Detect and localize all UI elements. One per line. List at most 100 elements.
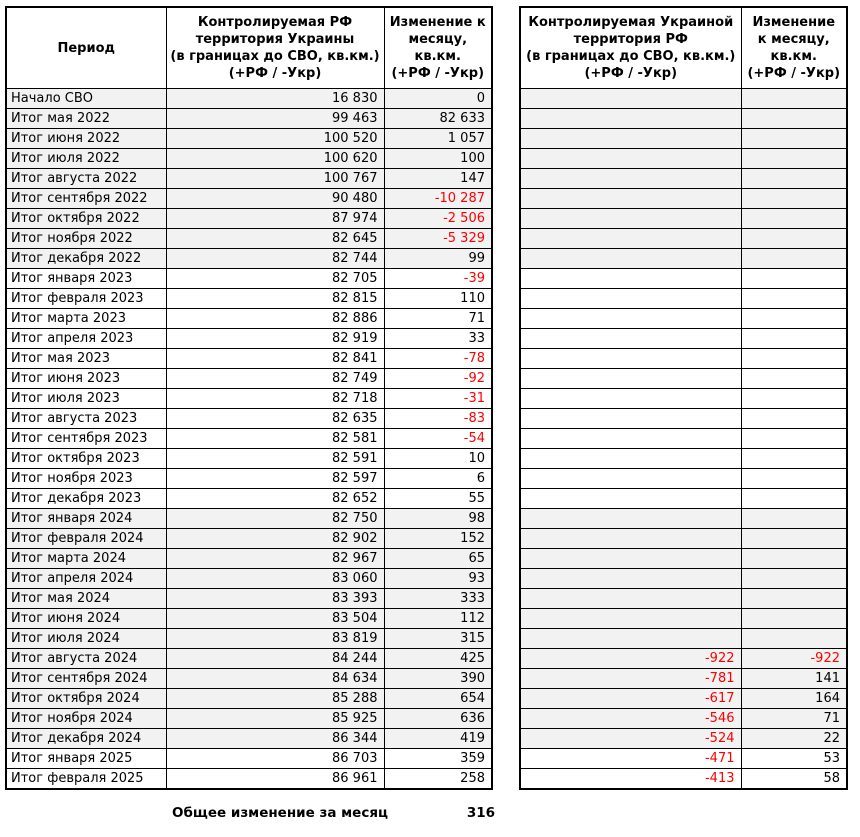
table-row: Итог декабря 2022 82 744 99 [5, 248, 493, 269]
table-row: Итог мая 2022 99 463 82 633 [5, 108, 493, 129]
period-cell: Итог июня 2024 [5, 608, 167, 629]
ua-change-cell [740, 308, 848, 329]
ua-area-cell [519, 528, 742, 549]
ua-area-cell: -524 [519, 728, 742, 749]
rf-area-cell: 86 344 [165, 728, 385, 749]
table-row: Итог февраля 2025 86 961 258 [5, 768, 493, 790]
table-row [519, 128, 848, 149]
rf-change-cell: 359 [383, 748, 493, 769]
period-cell: Итог июня 2023 [5, 368, 167, 389]
rf-change-cell: 98 [383, 508, 493, 529]
rf-change-cell: -2 506 [383, 208, 493, 229]
rf-change-cell: -31 [383, 388, 493, 409]
ua-area-cell [519, 228, 742, 249]
table-row: Итог августа 2023 82 635 -83 [5, 408, 493, 429]
rf-change-cell: -83 [383, 408, 493, 429]
ua-area-cell [519, 268, 742, 289]
ua-change-cell [740, 248, 848, 269]
rf-change-cell: -39 [383, 268, 493, 289]
table-row: -471 53 [519, 748, 848, 769]
rf-change-cell: 425 [383, 648, 493, 669]
ua-area-cell [519, 288, 742, 309]
rf-area-cell: 85 925 [165, 708, 385, 729]
ua-change-cell [740, 288, 848, 309]
rf-area-cell: 82 591 [165, 448, 385, 469]
rf-area-cell: 82 749 [165, 368, 385, 389]
table-row: Итог августа 2022 100 767 147 [5, 168, 493, 189]
ua-area-cell [519, 568, 742, 589]
ua-area-column-header: Контролируемая Украиной территория РФ (в… [519, 6, 742, 89]
rf-change-cell: 71 [383, 308, 493, 329]
table-row [519, 408, 848, 429]
ua-area-cell [519, 388, 742, 409]
table-row: Итог июня 2024 83 504 112 [5, 608, 493, 629]
monthly-total-footer: Общее изменение за месяц 316 [5, 801, 502, 825]
table-row: Итог января 2023 82 705 -39 [5, 268, 493, 289]
ua-change-column-header: Изменение к месяцу, кв.км. (+РФ / -Укр) [740, 6, 848, 89]
table-row [519, 488, 848, 509]
rf-area-cell: 100 620 [165, 148, 385, 169]
rf-area-cell: 82 886 [165, 308, 385, 329]
period-cell: Итог мая 2023 [5, 348, 167, 369]
table-row [519, 348, 848, 369]
period-cell: Итог марта 2023 [5, 308, 167, 329]
table-row: Итог февраля 2024 82 902 152 [5, 528, 493, 549]
rf-change-cell: 100 [383, 148, 493, 169]
period-cell: Итог июня 2022 [5, 128, 167, 149]
table-row [519, 108, 848, 129]
table-row: Итог июля 2023 82 718 -31 [5, 388, 493, 409]
table-row: -524 22 [519, 728, 848, 749]
rf-area-cell: 86 961 [165, 768, 385, 790]
rf-area-cell: 82 750 [165, 508, 385, 529]
ua-change-cell: 141 [740, 668, 848, 689]
period-cell: Начало СВО [5, 88, 167, 109]
period-cell: Итог октября 2024 [5, 688, 167, 709]
table-row [519, 368, 848, 389]
period-cell: Итог июля 2024 [5, 628, 167, 649]
ua-change-cell: 58 [740, 768, 848, 790]
ua-area-cell [519, 468, 742, 489]
ua-area-cell: -413 [519, 768, 742, 790]
ua-change-cell [740, 168, 848, 189]
rf-area-cell: 82 919 [165, 328, 385, 349]
rf-area-cell: 84 244 [165, 648, 385, 669]
rf-change-cell: 110 [383, 288, 493, 309]
table-row [519, 448, 848, 469]
ua-change-cell: -922 [740, 648, 848, 669]
rf-change-cell: 0 [383, 88, 493, 109]
period-cell: Итог апреля 2023 [5, 328, 167, 349]
rf-change-cell: 147 [383, 168, 493, 189]
table-row: Итог августа 2024 84 244 425 [5, 648, 493, 669]
ua-area-cell [519, 548, 742, 569]
ua-area-cell [519, 588, 742, 609]
period-cell: Итог декабря 2024 [5, 728, 167, 749]
period-cell: Итог июля 2023 [5, 388, 167, 409]
ua-area-cell [519, 368, 742, 389]
ua-area-cell [519, 248, 742, 269]
period-cell: Итог июля 2022 [5, 148, 167, 169]
table-row [519, 248, 848, 269]
table-row [519, 228, 848, 249]
rf-change-cell: 10 [383, 448, 493, 469]
rf-area-cell: 100 520 [165, 128, 385, 149]
rf-area-cell: 86 703 [165, 748, 385, 769]
ua-change-cell [740, 328, 848, 349]
period-cell: Итог сентября 2023 [5, 428, 167, 449]
ua-change-cell [740, 408, 848, 429]
table-row: Итог июля 2024 83 819 315 [5, 628, 493, 649]
table-row [519, 88, 848, 109]
period-cell: Итог мая 2024 [5, 588, 167, 609]
table-row [519, 168, 848, 189]
rf-area-cell: 82 967 [165, 548, 385, 569]
table-row [519, 508, 848, 529]
ua-change-cell [740, 88, 848, 109]
period-cell: Итог февраля 2024 [5, 528, 167, 549]
table-row: Итог сентября 2022 90 480 -10 287 [5, 188, 493, 209]
ua-change-cell [740, 608, 848, 629]
ua-area-cell [519, 148, 742, 169]
table-row [519, 468, 848, 489]
ua-area-cell [519, 168, 742, 189]
rf-area-cell: 85 288 [165, 688, 385, 709]
rf-change-cell: -5 329 [383, 228, 493, 249]
ua-change-cell [740, 628, 848, 649]
